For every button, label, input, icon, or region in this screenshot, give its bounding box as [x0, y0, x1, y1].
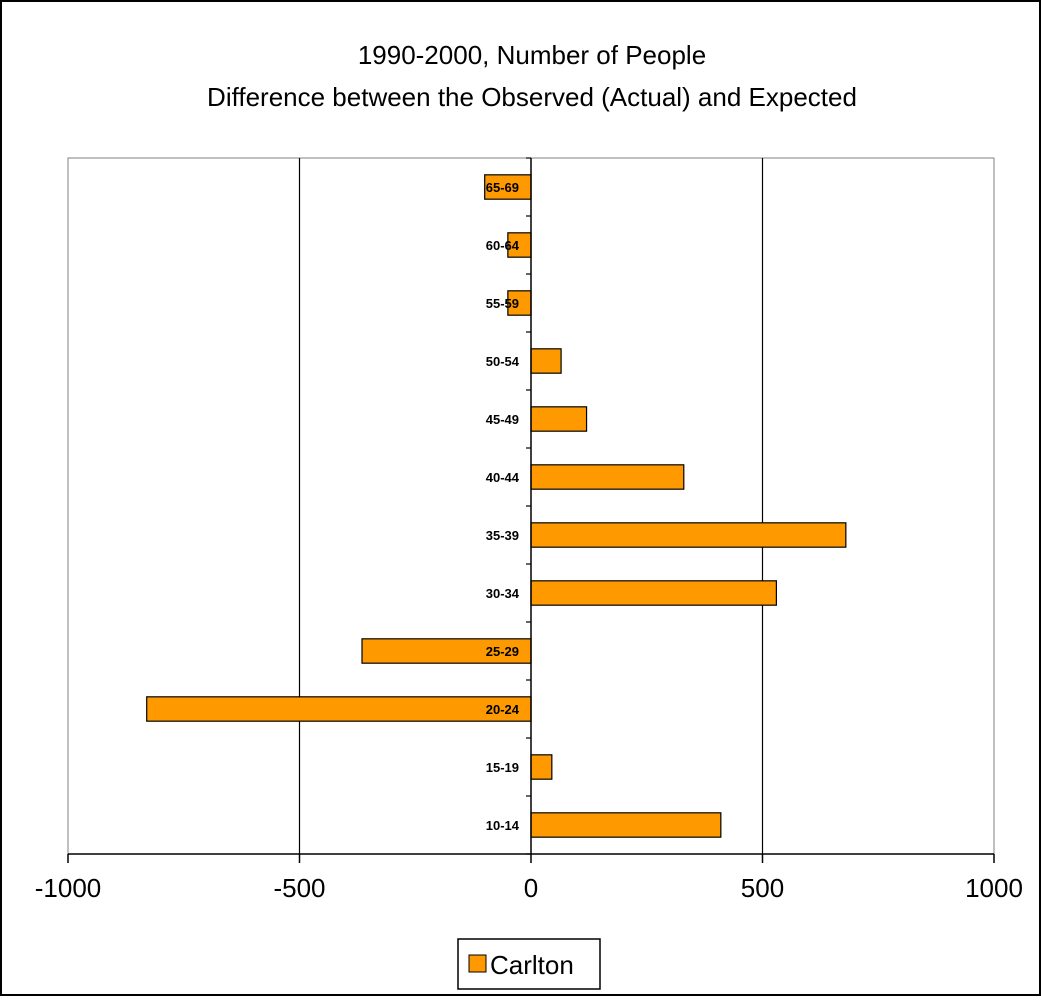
- legend-swatch: [468, 954, 487, 973]
- category-label: 25-29: [486, 644, 519, 659]
- bar: [530, 406, 588, 432]
- chart-title: 1990-2000, Number of People: [358, 40, 706, 70]
- category-label: 15-19: [486, 760, 519, 775]
- grid-layer: [298, 158, 764, 854]
- category-label: 40-44: [486, 470, 520, 485]
- category-label: 65-69: [486, 180, 519, 195]
- x-tick-label: 500: [741, 873, 784, 903]
- bar: [530, 464, 685, 490]
- bar: [530, 754, 553, 780]
- bar: [484, 174, 532, 200]
- x-tick-label: 1000: [965, 873, 1023, 903]
- legend: Carlton: [457, 938, 601, 990]
- bar: [146, 696, 532, 722]
- category-label: 30-34: [486, 586, 520, 601]
- bar: [530, 522, 847, 548]
- chart-subtitle: Difference between the Observed (Actual)…: [207, 82, 857, 112]
- category-label: 20-24: [486, 702, 520, 717]
- axis-layer: -1000 -500 0 500 1000: [35, 157, 1023, 903]
- x-tick-label: -1000: [35, 873, 102, 903]
- bars-layer: [146, 174, 847, 838]
- bar: [361, 638, 532, 664]
- category-label: 55-59: [486, 296, 519, 311]
- x-tick-label: -500: [273, 873, 325, 903]
- labels-layer: 10-14 15-19 20-24 25-29 30-34 35-39 40-44 45-49…: [486, 180, 520, 833]
- x-tick-label: 0: [524, 873, 538, 903]
- category-label: 50-54: [486, 354, 520, 369]
- bar: [530, 348, 562, 374]
- bar: [530, 812, 722, 838]
- category-label: 45-49: [486, 412, 519, 427]
- bar: [530, 580, 777, 606]
- category-label: 35-39: [486, 528, 519, 543]
- legend-label: Carlton: [490, 950, 574, 980]
- category-label: 10-14: [486, 818, 520, 833]
- category-label: 60-64: [486, 238, 520, 253]
